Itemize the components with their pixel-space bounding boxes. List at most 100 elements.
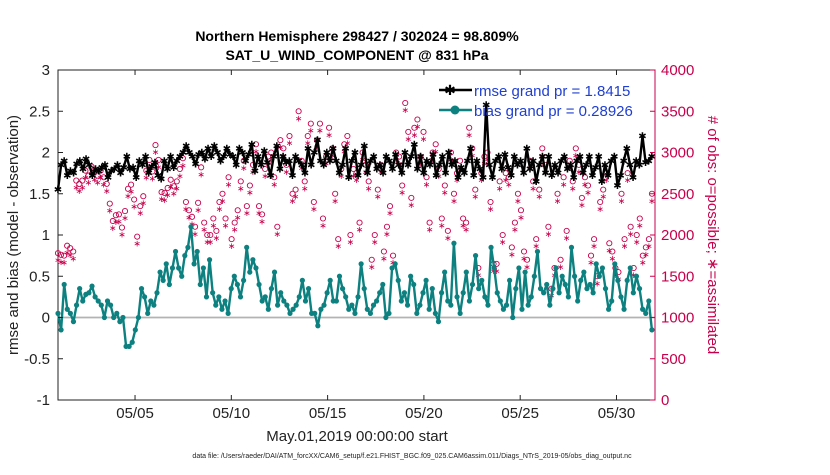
obs-assimilated-marker: ∗ bbox=[532, 241, 540, 251]
bias-point bbox=[463, 269, 469, 275]
obs-assimilated-marker: ∗ bbox=[246, 188, 254, 198]
obs-possible-marker bbox=[292, 186, 299, 193]
bias-point bbox=[61, 281, 67, 288]
bias-point bbox=[414, 310, 420, 316]
obs-possible-marker bbox=[280, 145, 287, 152]
rmse-point: ✱ bbox=[229, 152, 237, 163]
obs-possible-marker bbox=[450, 190, 458, 197]
bias-point bbox=[107, 302, 114, 308]
obs-possible-marker bbox=[277, 137, 284, 144]
rmse-point: ✱ bbox=[451, 156, 459, 167]
obs-possible-marker bbox=[597, 198, 604, 206]
rmse-point: ✱ bbox=[194, 150, 202, 161]
rmse-point: ✱ bbox=[119, 163, 127, 174]
obs-assimilated-marker: ∗ bbox=[60, 258, 68, 268]
obs-possible-marker bbox=[600, 186, 607, 193]
bias-point bbox=[469, 281, 476, 288]
y-right-tick-label: 3500 bbox=[661, 103, 694, 120]
obs-assimilated-marker: ∗ bbox=[133, 239, 141, 249]
bias-point bbox=[299, 277, 305, 283]
rmse-point: ✱ bbox=[641, 158, 649, 169]
bias-point bbox=[602, 286, 609, 292]
obs-possible-marker bbox=[228, 236, 235, 243]
rmse-point: ✱ bbox=[479, 173, 487, 184]
obs-possible-marker bbox=[134, 233, 141, 240]
bias-point bbox=[482, 294, 488, 300]
legend-rmse-label: rmse grand pr = 1.8415 bbox=[474, 83, 630, 100]
rmse-point: ✱ bbox=[573, 156, 581, 167]
obs-possible-marker bbox=[487, 198, 494, 206]
obs-assimilated-marker: ∗ bbox=[639, 258, 647, 268]
rmse-point: ✱ bbox=[523, 144, 531, 155]
obs-assimilated-marker: ∗ bbox=[578, 200, 586, 210]
obs-possible-marker bbox=[274, 223, 281, 230]
rmse-point: ✱ bbox=[107, 166, 115, 177]
obs-possible-marker bbox=[624, 170, 631, 177]
bias-point bbox=[646, 298, 652, 304]
obs-possible-marker bbox=[344, 132, 351, 140]
obs-possible-marker bbox=[210, 215, 217, 222]
bias-point bbox=[194, 248, 200, 255]
bias-point bbox=[380, 281, 386, 288]
obs-possible-marker bbox=[627, 223, 634, 230]
obs-possible-marker bbox=[539, 145, 546, 152]
obs-possible-marker bbox=[131, 196, 138, 203]
rmse-point: ✱ bbox=[357, 160, 365, 171]
y-right-tick-label: 1500 bbox=[661, 268, 694, 285]
rmse-point: ✱ bbox=[282, 158, 290, 169]
obs-possible-marker bbox=[441, 182, 448, 189]
rmse-point: ✱ bbox=[291, 152, 299, 163]
rmse-point: ✱ bbox=[579, 169, 587, 180]
obs-possible-marker bbox=[167, 176, 174, 183]
rmse-point: ✱ bbox=[570, 173, 578, 184]
obs-possible-marker bbox=[125, 185, 132, 192]
obs-assimilated-marker: ∗ bbox=[274, 229, 282, 239]
obs-assimilated-marker: ∗ bbox=[633, 237, 641, 247]
obs-assimilated-marker: ∗ bbox=[310, 204, 318, 214]
obs-assimilated-marker: ∗ bbox=[612, 270, 620, 280]
bias-point bbox=[114, 310, 120, 316]
obs-assimilated-marker: ∗ bbox=[143, 173, 151, 183]
bias-point bbox=[213, 302, 219, 308]
rmse-point: ✱ bbox=[498, 165, 506, 176]
rmse-point: ✱ bbox=[404, 160, 412, 171]
obs-assimilated-marker: ∗ bbox=[398, 188, 406, 198]
obs-possible-marker bbox=[231, 219, 238, 226]
obs-assimilated-marker: ∗ bbox=[441, 188, 449, 198]
obs-possible-marker bbox=[411, 124, 418, 131]
bias-point bbox=[67, 310, 73, 316]
obs-assimilated-marker: ∗ bbox=[325, 130, 333, 140]
obs-possible-marker bbox=[137, 203, 144, 210]
rmse-point: ✱ bbox=[85, 160, 93, 171]
rmse-point: ✱ bbox=[176, 152, 184, 163]
legend-rmse-marker: ✱ bbox=[444, 82, 456, 98]
obs-assimilated-marker: ∗ bbox=[213, 233, 221, 243]
rmse-point: ✱ bbox=[529, 156, 537, 167]
bias-point bbox=[346, 306, 352, 312]
bias-point bbox=[550, 286, 556, 292]
obs-assimilated-marker: ∗ bbox=[462, 225, 470, 235]
rmse-point: ✱ bbox=[504, 163, 512, 174]
obs-assimilated-marker: ∗ bbox=[261, 171, 269, 181]
rmse-point: ✱ bbox=[298, 160, 306, 171]
rmse-point: ✱ bbox=[457, 163, 465, 174]
bias-point bbox=[188, 224, 194, 230]
obs-possible-marker bbox=[94, 172, 101, 179]
rmse-point: ✱ bbox=[420, 169, 428, 180]
obs-possible-marker bbox=[591, 236, 598, 243]
rmse-point: ✱ bbox=[101, 160, 109, 171]
obs-assimilated-marker: ∗ bbox=[100, 179, 108, 189]
rmse-point: ✱ bbox=[188, 152, 196, 163]
obs-assimilated-marker: ∗ bbox=[66, 250, 74, 260]
rmse-point: ✱ bbox=[520, 169, 528, 180]
bias-point bbox=[157, 269, 163, 275]
bias-point bbox=[466, 298, 473, 304]
bias-point bbox=[132, 327, 138, 333]
obs-assimilated-marker: ∗ bbox=[197, 169, 205, 179]
bias-point bbox=[182, 253, 188, 259]
rmse-point: ✱ bbox=[382, 152, 390, 163]
bias-point bbox=[640, 306, 646, 312]
rmse-point: ✱ bbox=[545, 152, 553, 163]
obs-possible-marker bbox=[225, 174, 232, 181]
bias-point bbox=[612, 261, 618, 267]
